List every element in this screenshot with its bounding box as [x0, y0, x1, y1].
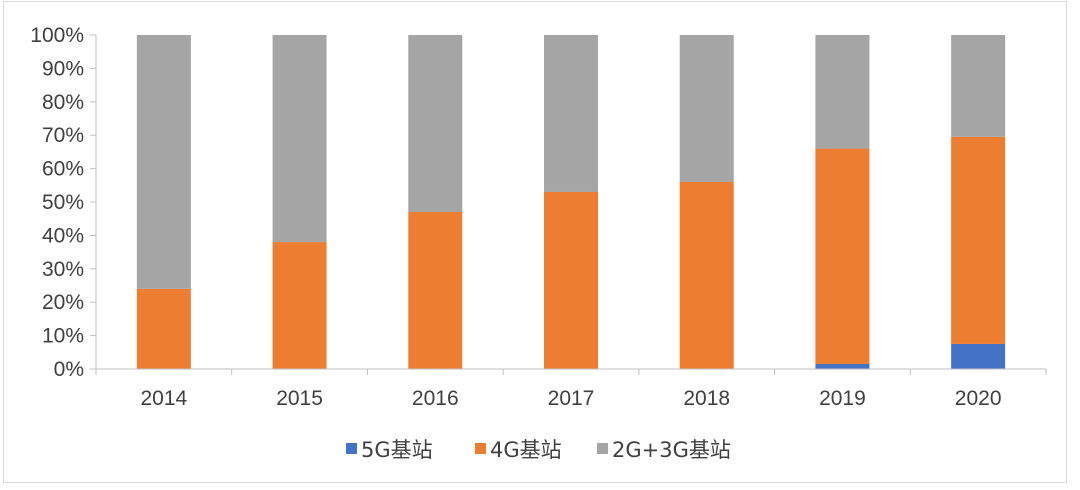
legend-swatch [346, 443, 357, 454]
y-tick-label: 70% [42, 124, 84, 147]
y-tick-label: 30% [42, 258, 84, 281]
x-tick-label: 2015 [276, 387, 323, 410]
bar-segment [408, 35, 463, 213]
y-tick-label: 50% [42, 191, 84, 214]
bars [136, 35, 1006, 369]
x-tick-label: 2018 [683, 387, 730, 410]
y-tick-label: 40% [42, 224, 84, 247]
bar-segment [815, 363, 870, 369]
y-axis: 0% 10% 20% 30% 40% 50% 60% 70% 80% 90% 100% [30, 24, 97, 381]
x-tick-label: 2014 [140, 387, 187, 410]
legend-swatch [597, 443, 608, 454]
bar-segment [136, 288, 191, 369]
bar-segment [815, 148, 870, 364]
bar-segment [679, 35, 734, 182]
legend-item: 4G基站 [475, 438, 562, 462]
legend-item: 5G基站 [346, 438, 433, 462]
y-tick-label: 0% [54, 358, 84, 381]
x-tick-label: 2016 [412, 387, 459, 410]
legend: 5G基站 4G基站 2G+3G基站 [346, 438, 731, 462]
bar-segment [272, 35, 327, 243]
y-tick-label: 20% [42, 291, 84, 314]
bar-segment [544, 35, 598, 192]
y-tick-label: 90% [42, 57, 84, 80]
bar-segment [544, 191, 598, 369]
bar-segment [951, 343, 1006, 369]
bar-segment [679, 181, 734, 369]
y-tick-label: 10% [42, 325, 84, 348]
bar-segment [136, 35, 191, 289]
y-tick-label: 60% [42, 158, 84, 181]
bar-segment [272, 242, 327, 369]
x-axis: 2014 2015 2016 2017 2018 2019 2020 [95, 368, 1047, 410]
bar-segment [815, 35, 870, 149]
y-tick-label: 100% [30, 24, 84, 47]
x-tick-label: 2020 [955, 387, 1002, 410]
bar-segment [951, 136, 1006, 344]
y-tick-label: 80% [42, 91, 84, 114]
legend-label: 5G基站 [361, 438, 433, 462]
legend-item: 2G+3G基站 [597, 438, 731, 462]
bar-segment [951, 35, 1006, 137]
legend-swatch [475, 443, 486, 454]
legend-label: 2G+3G基站 [612, 438, 731, 462]
legend-label: 4G基站 [490, 438, 562, 462]
bar-segment [408, 212, 463, 369]
x-tick-label: 2017 [548, 387, 595, 410]
x-tick-label: 2019 [819, 387, 866, 410]
